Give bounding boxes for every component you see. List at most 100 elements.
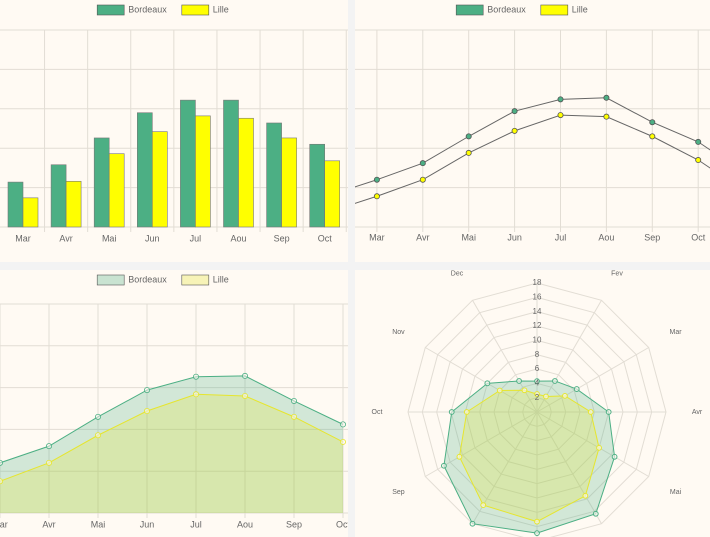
point bbox=[562, 392, 568, 399]
point bbox=[603, 113, 610, 120]
point bbox=[241, 392, 248, 399]
point bbox=[480, 502, 487, 508]
radar-chart: 2 4 6 8 10 12 14 16 18 Fev Mar Avr Mai Sep Oct Nov Dec bbox=[355, 270, 710, 537]
point bbox=[143, 408, 150, 415]
category-label: Dec bbox=[451, 270, 464, 277]
legend-label: Bordeaux bbox=[128, 4, 167, 14]
x-tick-label: Aou bbox=[237, 519, 253, 529]
point bbox=[484, 380, 491, 387]
x-tick-label: Oct bbox=[336, 519, 348, 529]
area-fill bbox=[0, 375, 343, 513]
x-tick-label: Jul bbox=[190, 233, 202, 243]
point bbox=[511, 127, 518, 134]
point bbox=[339, 438, 346, 445]
r-tick-label: 12 bbox=[533, 321, 542, 330]
point bbox=[290, 397, 297, 404]
area-fill bbox=[0, 394, 343, 513]
category-label: Nov bbox=[392, 329, 405, 336]
point bbox=[46, 443, 53, 450]
bar bbox=[93, 137, 110, 228]
r-tick-label: 16 bbox=[533, 292, 542, 301]
point bbox=[143, 387, 150, 394]
category-label: Fev bbox=[611, 270, 623, 277]
bar bbox=[180, 99, 196, 228]
point bbox=[373, 193, 380, 200]
r-tick-label: 2 bbox=[535, 393, 540, 402]
point bbox=[465, 133, 472, 140]
x-tick-label: Jul bbox=[190, 519, 202, 529]
x-tick-label: Avr bbox=[42, 519, 55, 529]
point bbox=[534, 530, 540, 537]
spoke bbox=[536, 411, 602, 524]
x-tick-label: Sep bbox=[274, 233, 290, 243]
x-tick-label: Mai bbox=[102, 233, 117, 243]
point bbox=[419, 176, 426, 183]
category-label: Avr bbox=[692, 409, 703, 416]
point bbox=[603, 94, 610, 101]
bar bbox=[7, 181, 24, 228]
r-tick-label: 10 bbox=[533, 335, 542, 344]
x-tick-label: Jun bbox=[140, 519, 155, 529]
x-tick-label: Mai bbox=[461, 232, 476, 242]
x-tick-label: Jun bbox=[145, 233, 160, 243]
x-tick-label: Avr bbox=[416, 232, 429, 242]
x-tick-label: Sep bbox=[644, 232, 660, 242]
point bbox=[516, 378, 522, 384]
point bbox=[534, 518, 540, 525]
point bbox=[95, 432, 102, 439]
bar bbox=[195, 115, 211, 228]
bar-chart: Mar Avr Mai Jun Jul Aou Sep Oct Bordeaux Lille bbox=[0, 0, 348, 262]
legend-swatch bbox=[540, 4, 569, 16]
legend-swatch bbox=[455, 4, 484, 16]
category-label: Oct bbox=[372, 409, 383, 416]
x-tick-label: Mar bbox=[15, 233, 31, 243]
point bbox=[496, 387, 503, 394]
bar bbox=[266, 122, 282, 228]
point bbox=[441, 462, 447, 469]
line bbox=[0, 393, 344, 482]
point bbox=[373, 176, 380, 183]
x-tick-label: Sep bbox=[286, 519, 302, 529]
point bbox=[448, 409, 455, 415]
bar bbox=[238, 117, 254, 228]
bar bbox=[223, 99, 239, 228]
legend-label: Lille bbox=[213, 274, 229, 284]
spoke bbox=[536, 347, 649, 413]
bar bbox=[137, 112, 153, 228]
point bbox=[0, 459, 3, 466]
point bbox=[192, 391, 199, 398]
x-tick-label: Oct bbox=[318, 233, 333, 243]
point bbox=[582, 492, 589, 499]
legend-label: Lille bbox=[213, 4, 229, 14]
spoke bbox=[536, 411, 649, 477]
category-label: Mai bbox=[670, 489, 682, 496]
legend-swatch bbox=[181, 4, 210, 16]
legend-label: Bordeaux bbox=[487, 4, 526, 14]
point bbox=[469, 520, 476, 527]
bar bbox=[152, 131, 168, 228]
x-tick-label: Mai bbox=[91, 519, 106, 529]
line bbox=[0, 375, 344, 464]
point bbox=[649, 133, 656, 140]
point bbox=[521, 387, 528, 394]
x-tick-label: Avr bbox=[59, 233, 72, 243]
spoke bbox=[536, 300, 602, 413]
line bbox=[355, 114, 710, 204]
point bbox=[557, 96, 564, 103]
category-label: Sep bbox=[392, 489, 405, 496]
r-tick-label: 18 bbox=[533, 278, 542, 287]
point bbox=[552, 378, 558, 384]
point bbox=[695, 157, 702, 164]
bar bbox=[50, 164, 67, 228]
x-tick-label: Oct bbox=[691, 232, 706, 242]
bar bbox=[108, 153, 125, 228]
r-tick-label: 14 bbox=[533, 307, 542, 316]
point bbox=[290, 413, 297, 420]
x-tick-label: Jun bbox=[507, 232, 522, 242]
bar bbox=[281, 137, 297, 228]
bar bbox=[309, 143, 326, 228]
point bbox=[649, 119, 656, 126]
x-tick-label: Mar bbox=[369, 232, 385, 242]
point bbox=[95, 413, 102, 420]
point bbox=[456, 453, 463, 460]
